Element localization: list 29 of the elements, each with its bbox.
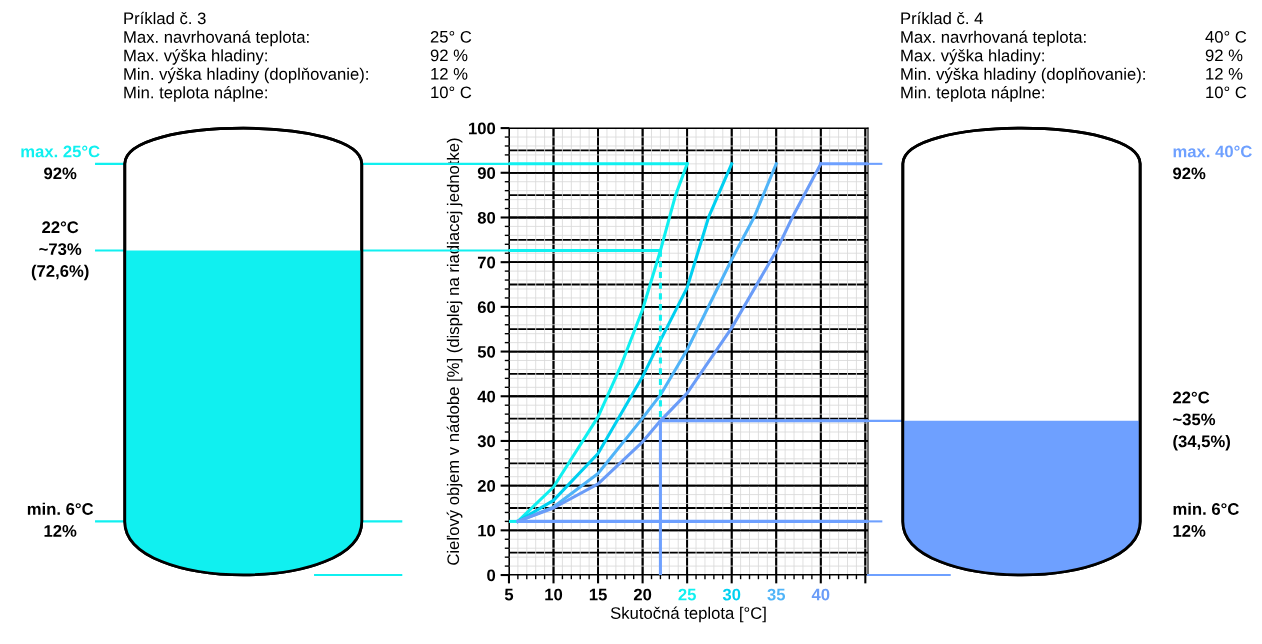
text: min. 6°C 12% xyxy=(27,502,94,537)
text: 22°C ~35% (34,5%) xyxy=(1173,391,1230,451)
text: min. 6°C 12% xyxy=(1173,502,1239,537)
y-tick-label: 10 xyxy=(478,524,496,537)
x-tick-label: 10 xyxy=(545,588,563,601)
x-axis-title: Skutočná teplota [°C] xyxy=(610,606,766,623)
y-tick-label: 50 xyxy=(477,345,496,358)
text: 22°C ~73% (72,6%) xyxy=(31,221,89,281)
text: Príklad č. 3 Max. navrhovaná teplota: 25° C Max. výška hladiny: 92 % Min. výška hladiny (doplňovanie): 12 % Min. teplota náplne: 10° C xyxy=(124,11,472,102)
y-tick-label: 100 xyxy=(469,122,496,135)
y-tick-label: 30 xyxy=(477,435,496,448)
text: max. 25°C 92% xyxy=(21,145,100,180)
x-tick-label: 30 xyxy=(722,588,741,601)
y-tick-label: 60 xyxy=(477,301,496,314)
y-tick-label: 0 xyxy=(487,569,496,582)
y-tick-label: 20 xyxy=(477,480,496,492)
text: Príklad č. 4 Max. navrhovaná teplota: 40° C Max. výška hladiny: 92 % Min. výška hladiny (doplňovanie): 12 % Min. teplota náplne: 10° C xyxy=(901,11,1247,102)
x-tick-label: 15 xyxy=(589,588,607,601)
y-tick-label: 90 xyxy=(477,167,496,179)
y-tick-label: 80 xyxy=(477,211,496,224)
x-tick-label: 25 xyxy=(678,588,696,601)
y-tick-label: 70 xyxy=(477,256,496,269)
x-tick-label: 40 xyxy=(811,588,830,601)
x-tick-label: 5 xyxy=(504,588,514,601)
x-tick-label: 35 xyxy=(767,588,786,601)
text: max. 40°C 92% xyxy=(1173,145,1252,180)
x-tick-label: 20 xyxy=(633,588,652,601)
y-tick-label: 40 xyxy=(477,390,496,403)
y-axis-title: Cieľový objem v nádobe [%] (displej na riadiacej jednotke) xyxy=(446,138,463,565)
